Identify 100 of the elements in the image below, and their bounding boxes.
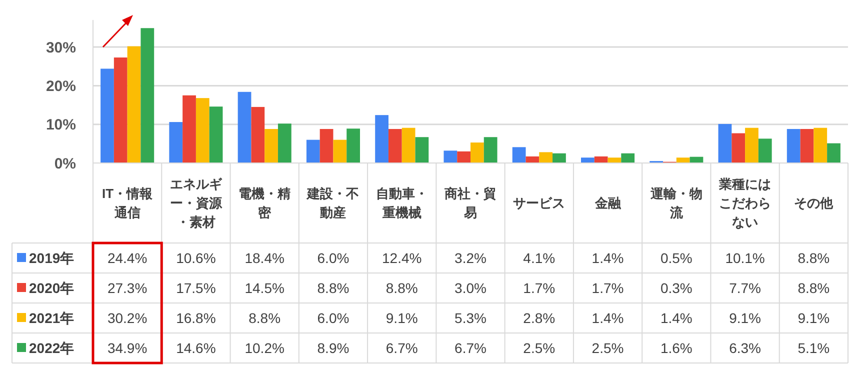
bar [457, 151, 470, 163]
bar [264, 128, 278, 163]
data-label: 1.4% [592, 310, 624, 326]
data-label: 2.5% [592, 340, 624, 356]
bar [470, 142, 484, 163]
bar [444, 150, 458, 163]
x-tick-label: 金融 [594, 196, 622, 211]
legend-label: 2019年 [29, 250, 74, 266]
data-label: 6.7% [386, 340, 418, 356]
data-label: 3.2% [454, 250, 486, 266]
y-tick-label: 10% [46, 116, 76, 134]
bar [346, 128, 360, 163]
data-label: 34.9% [107, 340, 148, 356]
data-label: 10.6% [176, 250, 216, 266]
legend-label: 2020年 [29, 280, 74, 296]
data-label: 6.7% [454, 340, 486, 356]
bar [169, 122, 183, 163]
bar [539, 152, 553, 163]
data-label: 1.7% [592, 280, 624, 296]
data-label: 0.5% [660, 250, 692, 266]
x-tick-label: 建設・不動産 [306, 186, 360, 220]
bar [745, 128, 758, 163]
data-label: 1.4% [592, 250, 624, 266]
legend-label: 2022年 [29, 340, 74, 356]
data-label: 14.5% [244, 280, 284, 296]
data-label: 8.8% [798, 280, 830, 296]
bar [621, 153, 635, 163]
bar [814, 128, 828, 163]
bar [512, 147, 526, 163]
data-label: 6.0% [317, 250, 350, 266]
bar [758, 138, 772, 163]
data-label: 18.4% [244, 250, 284, 266]
data-label: 27.3% [107, 280, 148, 296]
bar [238, 92, 252, 163]
data-label: 8.8% [386, 280, 418, 296]
data-label: 1.7% [523, 280, 556, 296]
bar [594, 156, 608, 163]
bar [140, 28, 154, 163]
legend-label: 2021年 [29, 310, 74, 326]
bar [320, 128, 334, 163]
bar [375, 115, 388, 163]
bar [732, 133, 746, 163]
bar [278, 124, 292, 163]
x-tick-label: 電機・精密 [238, 186, 291, 220]
x-tick-label: エネルギー・資源・素材 [170, 176, 223, 230]
y-tick-label: 20% [46, 78, 76, 95]
data-label: 3.0% [454, 280, 486, 296]
y-tick-label: 30% [46, 39, 76, 56]
x-tick-label: 商社・貿易 [444, 186, 496, 220]
data-label: 14.6% [176, 340, 216, 356]
data-label: 12.4% [382, 250, 422, 266]
data-label: 17.5% [176, 280, 216, 296]
data-label: 8.8% [317, 280, 350, 296]
bar [388, 128, 402, 163]
data-label: 9.1% [729, 310, 762, 326]
bar [100, 68, 114, 163]
bar [484, 137, 498, 163]
data-label: 8.9% [317, 340, 350, 356]
bar [209, 106, 223, 163]
data-label: 6.0% [317, 310, 350, 326]
x-tick-label: 運輸・物流 [649, 186, 702, 220]
bar [415, 137, 429, 163]
data-label: 5.1% [798, 340, 830, 356]
data-label: 30.2% [107, 310, 148, 326]
x-tick-label: その他 [794, 196, 834, 211]
x-tick-label: 業種にはこだわらない [718, 176, 772, 230]
data-label: 9.1% [386, 310, 418, 326]
x-tick-label: 自動車・重機械 [376, 186, 428, 220]
bar [306, 140, 320, 163]
data-label: 5.3% [454, 310, 486, 326]
bar [196, 98, 210, 163]
bar [251, 106, 265, 163]
data-label: 24.4% [107, 250, 148, 266]
data-label: 2.8% [523, 310, 556, 326]
x-tick-label: IT・情報通信 [102, 186, 154, 220]
data-label: 4.1% [523, 250, 556, 266]
bar [786, 128, 800, 163]
data-label: 6.3% [729, 340, 762, 356]
bar [800, 128, 814, 163]
data-label: 7.7% [729, 280, 762, 296]
bar [608, 158, 622, 163]
bar [402, 128, 416, 163]
x-tick-label: サービス [513, 196, 566, 211]
data-label: 9.1% [798, 310, 830, 326]
y-tick-label: 0% [54, 155, 76, 172]
data-label: 1.4% [660, 310, 692, 326]
data-label: 8.8% [248, 310, 281, 326]
bar [718, 124, 732, 163]
data-label: 1.6% [660, 340, 692, 356]
bar [333, 140, 347, 163]
data-label: 8.8% [798, 250, 830, 266]
data-label: 0.3% [660, 280, 692, 296]
bar [127, 46, 141, 163]
bar [182, 95, 196, 163]
bar [827, 143, 840, 163]
data-label: 10.2% [244, 340, 284, 356]
bar [114, 57, 128, 163]
bar [581, 158, 594, 163]
bar [552, 153, 566, 163]
data-label: 10.1% [725, 250, 765, 266]
